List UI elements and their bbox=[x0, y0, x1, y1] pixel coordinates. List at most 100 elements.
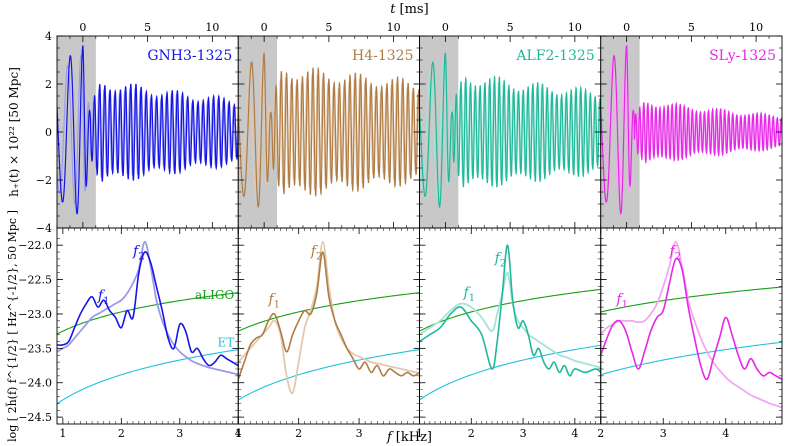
bottom-ytick-label: −24.5 bbox=[18, 411, 52, 424]
noise-curve-aligo bbox=[600, 286, 782, 313]
spectrum-light bbox=[419, 271, 601, 369]
waveform-group bbox=[57, 45, 239, 215]
top-axis-tick-label: 5 bbox=[688, 21, 695, 34]
f2-label: f2 bbox=[132, 244, 145, 263]
noise-label-aligo: aLIGO bbox=[195, 288, 234, 302]
spectrum-dark bbox=[238, 251, 420, 380]
waveform-dark bbox=[57, 45, 239, 215]
bottom-ytick-label: −22.5 bbox=[18, 274, 52, 287]
top-axis-tick-label: 5 bbox=[144, 21, 151, 34]
noise-curve-et bbox=[238, 349, 420, 401]
f-tick-label: 2 bbox=[597, 427, 604, 440]
f-tick-label: 2 bbox=[118, 427, 125, 440]
bottom-ytick-label: −24.0 bbox=[18, 377, 52, 390]
waveform-group bbox=[600, 45, 782, 215]
top-axis-tick-label: 5 bbox=[507, 21, 514, 34]
waveform-dark bbox=[600, 45, 782, 215]
top-axis-title-unit: [ms] bbox=[400, 2, 429, 17]
noise-curve-aligo bbox=[57, 292, 239, 335]
spectrum-group bbox=[57, 240, 239, 405]
f1-label-var: f bbox=[267, 292, 276, 308]
spectrum-dark bbox=[57, 250, 239, 367]
f-tick-label: 3 bbox=[356, 427, 363, 440]
f1-label: f1 bbox=[267, 292, 280, 311]
bottom-axis-title-unit: [kHz] bbox=[396, 430, 432, 445]
spectrum-group bbox=[419, 244, 601, 401]
bottom-axis-title-var: f bbox=[386, 430, 394, 445]
spectrum-group bbox=[600, 240, 782, 409]
top-ytick-label: 2 bbox=[45, 78, 52, 91]
top-axis-tick-label: 10 bbox=[387, 21, 401, 34]
top-axis-tick-label: 5 bbox=[325, 21, 332, 34]
top-axis-tick-label: 0 bbox=[79, 21, 86, 34]
bottom-panel-frame bbox=[419, 227, 602, 425]
top-axis-tick-label: 0 bbox=[261, 21, 268, 34]
f-tick-label: 2 bbox=[468, 427, 475, 440]
f1-label-sub: 1 bbox=[469, 293, 475, 304]
noise-curve-aligo bbox=[419, 288, 601, 332]
top-ytick-label: −4 bbox=[36, 222, 52, 235]
f2-label: f2 bbox=[494, 250, 507, 269]
bottom-panel-frame bbox=[600, 227, 783, 425]
f1-label-sub: 1 bbox=[103, 296, 109, 307]
top-axis-tick-label: 10 bbox=[749, 21, 763, 34]
waveform-dark bbox=[238, 52, 420, 208]
f1-label: f1 bbox=[97, 288, 110, 307]
spectrum-dark bbox=[419, 244, 601, 377]
spectrum-light bbox=[600, 240, 782, 409]
top-axis-title-var: t bbox=[390, 2, 396, 17]
spectrum-dark bbox=[600, 257, 782, 381]
f-tick-label: 4 bbox=[235, 427, 242, 440]
f-tick-label: 1 bbox=[59, 427, 66, 440]
f2-label-sub: 2 bbox=[138, 252, 144, 263]
f-tick-label: 3 bbox=[520, 427, 527, 440]
f2-label-sub: 2 bbox=[675, 252, 681, 263]
noise-curve-et bbox=[57, 349, 239, 405]
bottom-axis-title: f [kHz] bbox=[386, 430, 432, 445]
f2-label-var: f bbox=[132, 244, 141, 260]
f-tick-label: 3 bbox=[176, 427, 183, 440]
spectrum-light bbox=[57, 240, 239, 376]
model-label: ALF2-1325 bbox=[515, 48, 594, 64]
f2-label-var: f bbox=[669, 244, 678, 260]
f2-label-sub: 2 bbox=[316, 252, 322, 263]
waveform-dark bbox=[419, 52, 601, 208]
bottom-y-axis-title: log [ 2h̃(f) f^{1/2} [ Hz^{-1/2}, 50 Mpc… bbox=[6, 210, 19, 442]
f-tick-label: 1 bbox=[235, 427, 242, 440]
f-tick-label: 4 bbox=[722, 427, 729, 440]
f-tick-label: 4 bbox=[571, 427, 578, 440]
top-axis-tick-label: 10 bbox=[568, 21, 582, 34]
model-label: GNH3-1325 bbox=[147, 48, 232, 64]
f2-label: f2 bbox=[669, 244, 682, 263]
noise-curve-et bbox=[600, 341, 782, 376]
f2-label: f2 bbox=[310, 244, 323, 263]
f1-label-var: f bbox=[97, 288, 106, 304]
f-tick-label: 2 bbox=[295, 427, 302, 440]
spectrum-group bbox=[238, 240, 420, 401]
top-ytick-label: 4 bbox=[45, 30, 52, 43]
bottom-ytick-label: −23.5 bbox=[18, 342, 52, 355]
spectrum-light bbox=[238, 240, 420, 395]
top-axis-tick-label: 0 bbox=[442, 21, 449, 34]
f1-label-sub: 1 bbox=[622, 300, 628, 311]
noise-curve-et bbox=[419, 344, 601, 401]
top-ytick-label: 0 bbox=[45, 126, 52, 139]
waveform-light bbox=[600, 54, 782, 205]
f1-label: f1 bbox=[463, 285, 476, 304]
f-tick-label: 3 bbox=[660, 427, 667, 440]
model-label: SLy-1325 bbox=[709, 48, 776, 64]
f1-label-var: f bbox=[615, 292, 624, 308]
f1-label-var: f bbox=[463, 285, 472, 301]
top-axis-title: t [ms] bbox=[390, 2, 428, 17]
model-label: H4-1325 bbox=[352, 48, 413, 64]
f-tick-label: 1 bbox=[416, 427, 423, 440]
f2-label-sub: 2 bbox=[500, 258, 506, 269]
top-axis-tick-label: 10 bbox=[205, 21, 219, 34]
noise-label-et: ET bbox=[217, 335, 234, 349]
top-axis-tick-label: 0 bbox=[623, 21, 630, 34]
